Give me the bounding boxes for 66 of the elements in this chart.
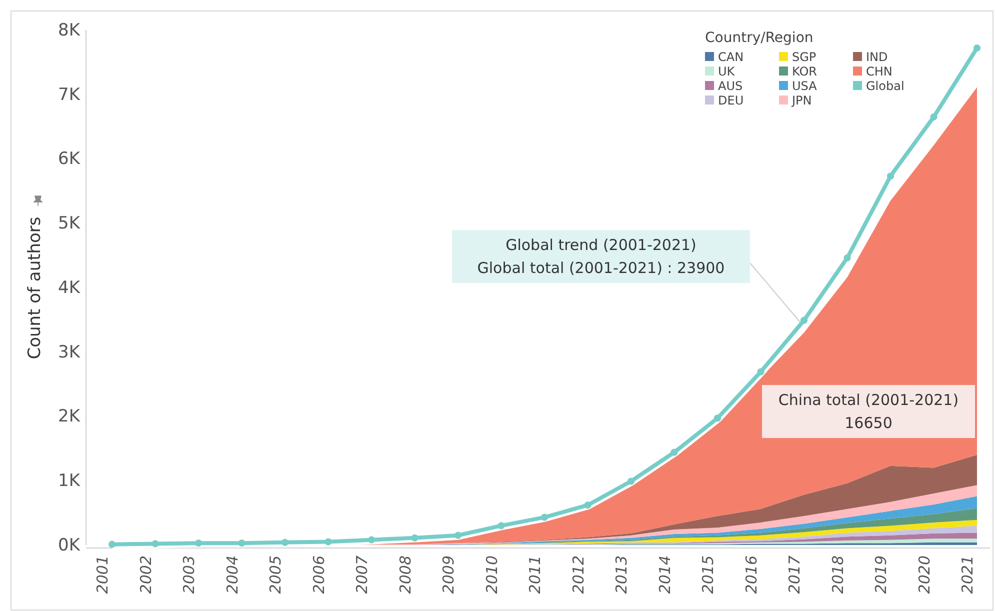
point (454, 532, 462, 539)
point (584, 502, 592, 509)
y-tick-label: 2K (58, 406, 81, 427)
x-tick-label: 2019 (872, 556, 890, 594)
point (757, 368, 764, 376)
y-tick-label: 5K (58, 214, 81, 234)
legend-label: DEU (718, 94, 744, 108)
point (498, 522, 505, 530)
y-tick-label: 8K (58, 20, 81, 40)
y-tick-label: 3K (58, 342, 81, 362)
legend-label: CAN (718, 50, 744, 64)
legend-title: Country/Region (705, 30, 814, 46)
point (194, 540, 202, 547)
legend-label: JPN (791, 94, 812, 108)
annotation: Global trend (2001-2021) Global total (2001-2021) : 23900 (477, 236, 725, 277)
point (930, 113, 938, 120)
legend-label: Global (866, 79, 904, 93)
point (411, 534, 418, 542)
legend-label: IND (866, 50, 888, 64)
y-axis-title: Count of authors (25, 216, 45, 360)
x-tick-label: 2005 (266, 556, 284, 594)
point (886, 172, 894, 180)
legend-label: AUS (718, 79, 743, 93)
x-tick-label: 2017 (786, 555, 804, 594)
point (844, 254, 851, 262)
point (714, 414, 722, 422)
x-tick-label: 2018 (828, 556, 847, 594)
point (627, 478, 635, 485)
legend-label: CHN (866, 64, 892, 78)
legend-label: KOR (792, 64, 817, 78)
legend-label: USA (792, 79, 818, 93)
x-tick-label: 2009 (440, 556, 458, 594)
point (973, 44, 981, 52)
x-tick-label: 2015 (699, 556, 717, 594)
x-tick-label: 2014 (656, 556, 674, 594)
point (281, 538, 289, 546)
x-tick-label: 2006 (310, 556, 328, 594)
x-tick-label: 2008 (396, 556, 414, 594)
point (108, 540, 116, 548)
point (152, 540, 159, 548)
point (324, 538, 332, 546)
annotation: China total (2001-2021) 16650 (778, 391, 959, 432)
y-tick-label: 6K (58, 149, 81, 170)
legend-label: SGP (792, 50, 816, 64)
x-tick-label: 2010 (482, 556, 501, 594)
x-tick-label: 2004 (223, 556, 242, 594)
y-tick-label: 1K (58, 471, 81, 492)
x-tick-label: 2012 (569, 556, 588, 594)
x-tick-label: 2011 (526, 556, 544, 594)
point (368, 536, 376, 544)
x-tick-label: 2001 (94, 556, 112, 594)
x-tick-label: 2020 (915, 556, 934, 594)
x-tick-label: 2021 (958, 556, 976, 594)
point (670, 448, 678, 456)
x-tick-label: 2013 (612, 556, 630, 594)
y-tick-label: 0K (58, 535, 81, 556)
point (800, 316, 808, 324)
x-tick-label: 2003 (180, 556, 198, 594)
x-tick-label: 2002 (136, 556, 155, 594)
y-tick-label: 7K (58, 84, 81, 105)
point (540, 514, 548, 521)
legend-label: UK (718, 64, 736, 78)
point (238, 540, 246, 547)
x-tick-label: 2007 (353, 555, 371, 594)
x-tick-label: 2016 (742, 556, 760, 594)
y-tick-label: 4K (58, 278, 81, 298)
